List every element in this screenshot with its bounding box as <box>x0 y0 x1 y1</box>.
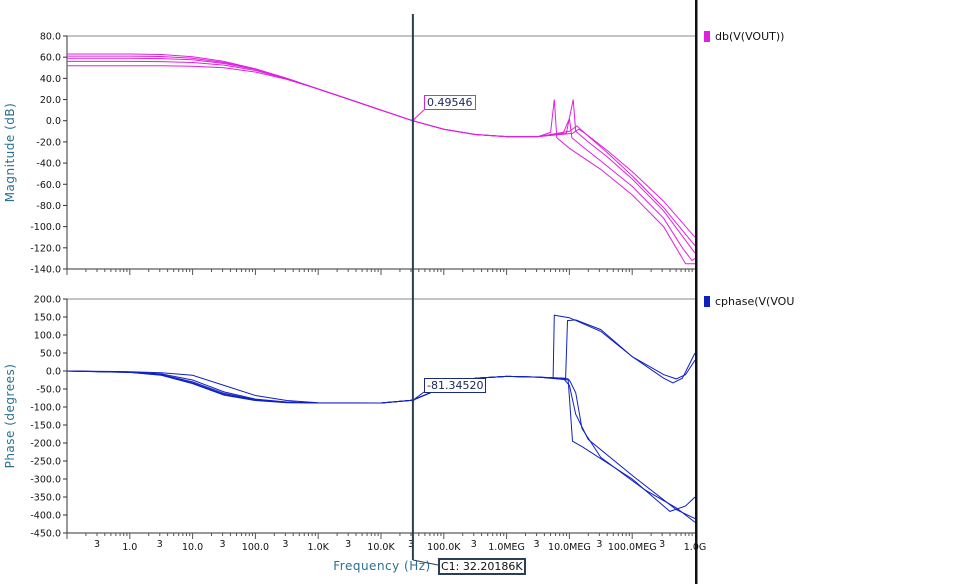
x-minor-tick-label: 3 <box>94 539 100 550</box>
x-tick-label: 10.0 <box>182 542 203 553</box>
trace-run1 <box>67 314 695 404</box>
y-tick-label: -450.0 <box>30 529 61 540</box>
legend-phase-label: cphase(V(VOU <box>715 295 795 308</box>
x-tick-label: 100.0K <box>427 542 461 553</box>
y-tick-label: -250.0 <box>30 457 61 468</box>
legend-phase[interactable]: cphase(V(VOU <box>704 295 794 308</box>
legend-magnitude-label: db(V(VOUT)) <box>715 30 785 43</box>
x-tick-label: 100.0MEG <box>608 542 657 553</box>
x-minor-tick-label: 3 <box>408 539 414 550</box>
series-group <box>67 53 695 265</box>
trace-run2 <box>67 55 695 262</box>
legend-magnitude[interactable]: db(V(VOUT)) <box>704 30 784 43</box>
y-tick-label: 40.0 <box>40 74 61 85</box>
y-tick-label: 0.0 <box>46 367 61 378</box>
y-tick-label: 60.0 <box>40 53 61 64</box>
y-tick-label: -100.0 <box>30 222 61 233</box>
x-tick-label: 1.0 <box>122 542 137 553</box>
x-minor-tick-label: 3 <box>157 539 163 550</box>
x-tick-label: 1.0K <box>308 542 330 553</box>
marker-leader <box>412 109 425 121</box>
y-tick-label: -400.0 <box>30 511 61 522</box>
trace-run3 <box>67 370 695 520</box>
plot-right-border <box>695 0 698 584</box>
y-tick-label: -300.0 <box>30 475 61 486</box>
x-tick-label: 10.0MEG <box>548 542 591 553</box>
magnitude-marker-value[interactable]: 0.49546 <box>424 95 476 110</box>
y-tick-label: -100.0 <box>30 403 61 414</box>
x-minor-tick-label: 3 <box>659 539 665 550</box>
legend-swatch-blue <box>704 296 710 307</box>
cursor-readout[interactable]: C1: 32.20186K <box>438 558 526 575</box>
x-minor-tick-label: 3 <box>596 539 602 550</box>
trace-run4 <box>67 370 695 523</box>
trace-run3 <box>67 57 695 254</box>
trace-run4 <box>67 60 695 247</box>
trace-run1 <box>67 53 695 265</box>
y-tick-label: -20.0 <box>36 137 61 148</box>
y-tick-label: -120.0 <box>30 243 61 254</box>
y-axis-label: Phase (degrees) <box>3 364 17 469</box>
y-tick-label: 80.0 <box>40 32 61 43</box>
x-minor-tick-label: 3 <box>220 539 226 550</box>
x-tick-label: 100.0 <box>242 542 269 553</box>
marker-leader <box>412 391 425 401</box>
y-tick-label: 100.0 <box>34 331 61 342</box>
y-tick-label: -140.0 <box>30 265 61 276</box>
y-tick-label: -350.0 <box>30 493 61 504</box>
x-tick-label: 1.0MEG <box>488 542 525 553</box>
legend-swatch-magenta <box>704 31 710 42</box>
y-tick-label: 20.0 <box>40 95 61 106</box>
x-minor-tick-label: 3 <box>345 539 351 550</box>
x-minor-tick-label: 3 <box>282 539 288 550</box>
series-group <box>67 314 695 523</box>
phase-marker-value[interactable]: -81.34520 <box>424 378 487 393</box>
y-tick-label: -200.0 <box>30 439 61 450</box>
x-axis-label: Frequency (Hz) <box>333 559 431 573</box>
trace-run5 <box>67 370 695 512</box>
y-tick-label: -150.0 <box>30 421 61 432</box>
x-minor-tick-label: 3 <box>534 539 540 550</box>
y-tick-label: -50.0 <box>36 385 61 396</box>
y-axis-label: Magnitude (dB) <box>3 103 17 203</box>
y-tick-label: 0.0 <box>46 116 61 127</box>
cursor-readout-leader <box>412 559 439 566</box>
x-minor-tick-label: 3 <box>471 539 477 550</box>
y-tick-label: -40.0 <box>36 159 61 170</box>
y-tick-label: -80.0 <box>36 201 61 212</box>
y-tick-label: -60.0 <box>36 180 61 191</box>
x-tick-label: 10.0K <box>367 542 395 553</box>
y-tick-label: 200.0 <box>34 295 61 306</box>
y-tick-label: 150.0 <box>34 313 61 324</box>
y-tick-label: 50.0 <box>40 349 61 360</box>
trace-run5 <box>67 65 695 238</box>
trace-run2 <box>67 319 695 404</box>
